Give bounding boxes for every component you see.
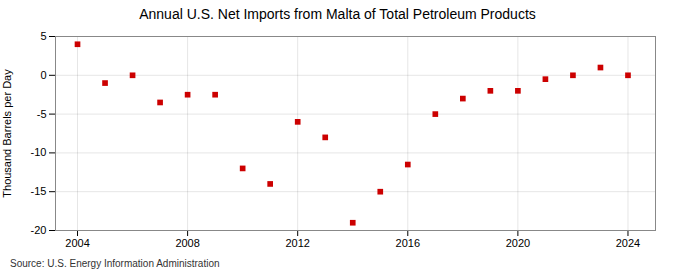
svg-text:2020: 2020	[506, 237, 530, 249]
svg-text:5: 5	[40, 30, 46, 42]
html-text:Source: U.S. Energy Informatio: Source: U.S. Energy Information Administ…	[10, 258, 220, 269]
svg-text:2008: 2008	[175, 237, 199, 249]
svg-text:-15: -15	[31, 185, 47, 197]
svg-text:-10: -10	[31, 146, 47, 158]
svg-text:2004: 2004	[65, 237, 89, 249]
svg-text:2024: 2024	[616, 237, 640, 249]
svg-text:2016: 2016	[396, 237, 420, 249]
html-text:Annual U.S. Net Imports from M: Annual U.S. Net Imports from Malta of To…	[139, 6, 536, 22]
svg-text:2012: 2012	[285, 237, 309, 249]
svg-text:Thousand Barrels per Day: Thousand Barrels per Day	[1, 69, 13, 198]
svg-text:-5: -5	[37, 108, 47, 120]
svg-text:0: 0	[40, 69, 46, 81]
svg-text:-20: -20	[31, 224, 47, 236]
